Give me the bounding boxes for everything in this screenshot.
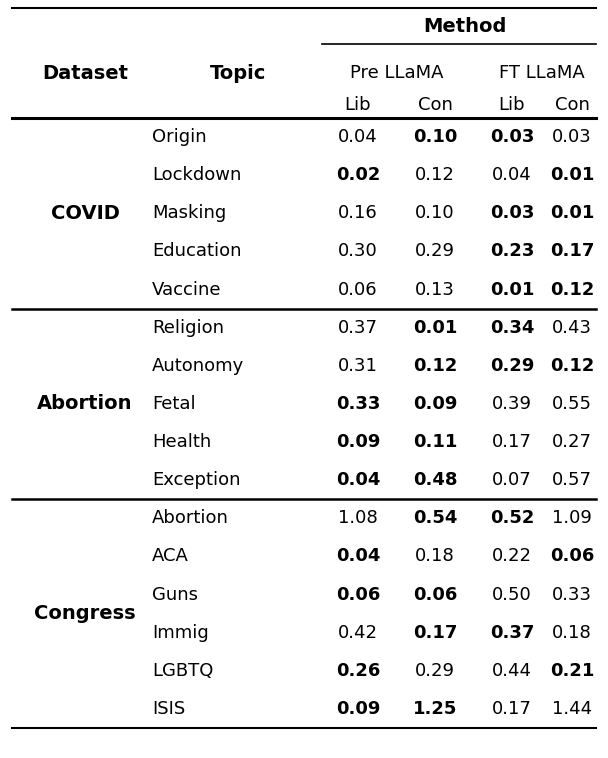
Text: 0.50: 0.50 [492,586,532,603]
Text: 0.23: 0.23 [490,243,534,261]
Text: 0.01: 0.01 [490,280,534,299]
Text: Pre LLaMA: Pre LLaMA [350,64,443,82]
Text: 0.17: 0.17 [492,700,532,718]
Text: 0.34: 0.34 [490,318,534,337]
Text: 0.12: 0.12 [413,357,457,374]
Text: 0.04: 0.04 [336,471,380,489]
Text: Lib: Lib [499,96,525,114]
Text: 0.03: 0.03 [490,128,534,146]
Text: 0.33: 0.33 [552,586,592,603]
Text: 0.44: 0.44 [492,662,532,680]
Text: 0.21: 0.21 [550,662,594,680]
Text: 0.09: 0.09 [413,395,457,413]
Text: COVID: COVID [50,204,119,223]
Text: 0.55: 0.55 [552,395,592,413]
Text: 0.27: 0.27 [552,433,592,451]
Text: Congress: Congress [34,604,136,623]
Text: 0.16: 0.16 [338,205,378,222]
Text: 0.37: 0.37 [490,624,534,642]
Text: 0.26: 0.26 [336,662,380,680]
Text: Fetal: Fetal [152,395,196,413]
Text: 0.02: 0.02 [336,166,380,184]
Text: 0.42: 0.42 [338,624,378,642]
Text: 0.04: 0.04 [338,128,378,146]
Text: 0.39: 0.39 [492,395,532,413]
Text: 0.30: 0.30 [338,243,378,261]
Text: 0.01: 0.01 [550,205,594,222]
Text: LGBTQ: LGBTQ [152,662,213,680]
Text: 1.25: 1.25 [413,700,457,718]
Text: 0.06: 0.06 [338,280,378,299]
Text: 0.12: 0.12 [550,280,594,299]
Text: Health: Health [152,433,211,451]
Text: Con: Con [554,96,589,114]
Text: Origin: Origin [152,128,207,146]
Text: 0.37: 0.37 [338,318,378,337]
Text: Vaccine: Vaccine [152,280,221,299]
Text: 0.29: 0.29 [490,357,534,374]
Text: Masking: Masking [152,205,226,222]
Text: 0.29: 0.29 [415,243,455,261]
Text: 0.09: 0.09 [336,700,380,718]
Text: 0.43: 0.43 [552,318,592,337]
Text: Topic: Topic [210,64,266,83]
Text: 0.17: 0.17 [550,243,594,261]
Text: 0.01: 0.01 [413,318,457,337]
Text: 0.10: 0.10 [415,205,455,222]
Text: 0.01: 0.01 [550,166,594,184]
Text: ACA: ACA [152,547,189,565]
Text: Guns: Guns [152,586,198,603]
Text: Con: Con [418,96,452,114]
Text: 0.12: 0.12 [415,166,455,184]
Text: ISIS: ISIS [152,700,185,718]
Text: Exception: Exception [152,471,241,489]
Text: 1.09: 1.09 [552,509,592,528]
Text: Abortion: Abortion [152,509,229,528]
Text: 0.10: 0.10 [413,128,457,146]
Text: Education: Education [152,243,241,261]
Text: Religion: Religion [152,318,224,337]
Text: 0.03: 0.03 [490,205,534,222]
Text: 0.22: 0.22 [492,547,532,565]
Text: 0.03: 0.03 [552,128,592,146]
Text: 0.18: 0.18 [415,547,455,565]
Text: 0.52: 0.52 [490,509,534,528]
Text: 0.06: 0.06 [550,547,594,565]
Text: FT LLaMA: FT LLaMA [499,64,585,82]
Text: 0.57: 0.57 [552,471,592,489]
Text: 0.17: 0.17 [413,624,457,642]
Text: 0.18: 0.18 [552,624,592,642]
Text: Immig: Immig [152,624,209,642]
Text: 0.04: 0.04 [492,166,532,184]
Text: Dataset: Dataset [42,64,128,83]
Text: 0.07: 0.07 [492,471,532,489]
Text: 0.29: 0.29 [415,662,455,680]
Text: Abortion: Abortion [37,394,133,413]
Text: 1.44: 1.44 [552,700,592,718]
Text: 0.09: 0.09 [336,433,380,451]
Text: 1.08: 1.08 [338,509,378,528]
Text: 0.54: 0.54 [413,509,457,528]
Text: 0.04: 0.04 [336,547,380,565]
Text: 0.17: 0.17 [492,433,532,451]
Text: 0.12: 0.12 [550,357,594,374]
Text: Lib: Lib [345,96,371,114]
Text: 0.13: 0.13 [415,280,455,299]
Text: 0.06: 0.06 [336,586,380,603]
Text: 0.33: 0.33 [336,395,380,413]
Text: 0.31: 0.31 [338,357,378,374]
Text: Method: Method [423,17,506,36]
Text: 0.48: 0.48 [413,471,457,489]
Text: Lockdown: Lockdown [152,166,241,184]
Text: Autonomy: Autonomy [152,357,244,374]
Text: 0.06: 0.06 [413,586,457,603]
Text: 0.11: 0.11 [413,433,457,451]
